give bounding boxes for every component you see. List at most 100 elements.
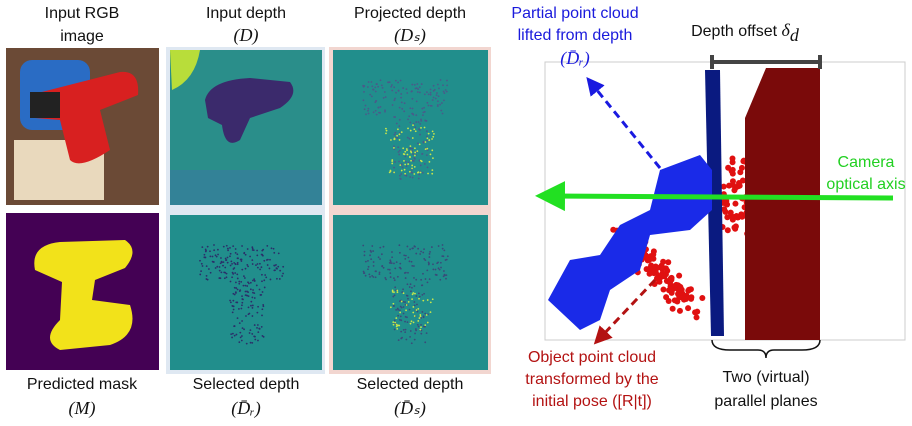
dot xyxy=(248,283,250,285)
dot xyxy=(420,333,422,335)
arrow xyxy=(592,84,660,168)
dot xyxy=(223,246,225,248)
dot xyxy=(371,245,373,247)
dot xyxy=(201,246,203,248)
dot xyxy=(241,340,243,342)
dot xyxy=(282,266,284,268)
dot xyxy=(375,276,377,278)
dot xyxy=(222,265,224,267)
dot xyxy=(234,272,236,274)
dot xyxy=(269,268,271,270)
dot xyxy=(655,276,661,282)
dot xyxy=(398,161,400,163)
dot xyxy=(405,272,407,274)
dot xyxy=(688,286,694,292)
dot xyxy=(404,173,406,175)
dot xyxy=(241,260,243,262)
dot xyxy=(424,127,426,129)
dot xyxy=(235,282,237,284)
dot xyxy=(394,137,396,139)
dot xyxy=(267,259,269,261)
dot xyxy=(411,342,413,344)
dot xyxy=(232,300,234,302)
dot xyxy=(426,135,428,137)
dot xyxy=(426,140,428,142)
dot xyxy=(407,128,409,130)
dot xyxy=(427,322,429,324)
label: Depth offset δd xyxy=(691,20,800,45)
dot xyxy=(431,169,433,171)
dot xyxy=(426,314,428,316)
dot xyxy=(425,141,427,143)
dot xyxy=(443,249,445,251)
dot xyxy=(261,308,263,310)
dot xyxy=(400,315,402,317)
dot xyxy=(416,304,418,306)
label: Camera xyxy=(838,154,895,171)
dot xyxy=(401,307,403,309)
dot xyxy=(420,326,422,328)
dot xyxy=(218,277,220,279)
dot xyxy=(410,148,412,150)
dot xyxy=(402,166,404,168)
dot xyxy=(412,293,414,295)
dot xyxy=(433,133,435,135)
dot xyxy=(437,261,439,263)
dot xyxy=(394,279,396,281)
dot xyxy=(364,108,366,110)
dot xyxy=(252,315,254,317)
dot xyxy=(237,263,239,265)
dot xyxy=(420,324,422,326)
caption: (Dₛ) xyxy=(394,25,426,46)
dot xyxy=(436,92,438,94)
dot xyxy=(409,156,411,158)
dot xyxy=(219,270,221,272)
dot xyxy=(263,260,265,262)
dot xyxy=(254,324,256,326)
dot xyxy=(392,296,394,298)
dot xyxy=(406,304,408,306)
dot xyxy=(365,275,367,277)
dot xyxy=(418,326,420,328)
dot xyxy=(399,164,401,166)
dot xyxy=(405,165,407,167)
dot xyxy=(439,104,441,106)
dot xyxy=(401,337,403,339)
dot xyxy=(273,265,275,267)
dot xyxy=(365,105,367,107)
dot xyxy=(423,248,425,250)
dot xyxy=(237,317,239,319)
dot xyxy=(257,340,259,342)
dot xyxy=(405,339,407,341)
dot xyxy=(247,248,249,250)
dot xyxy=(216,266,218,268)
dot xyxy=(408,301,410,303)
dot xyxy=(407,295,409,297)
dot xyxy=(410,290,412,292)
dot xyxy=(235,252,237,254)
dot xyxy=(233,325,235,327)
dot xyxy=(373,276,375,278)
dot xyxy=(403,292,405,294)
dot xyxy=(668,276,674,282)
dot xyxy=(368,113,370,115)
dot xyxy=(252,280,254,282)
dot xyxy=(401,101,403,103)
dot xyxy=(730,182,736,188)
dot xyxy=(250,288,252,290)
dot xyxy=(417,320,419,322)
label: Object point cloud xyxy=(528,349,656,366)
dot xyxy=(251,342,253,344)
dot xyxy=(389,171,391,173)
dot xyxy=(269,259,271,261)
label: Two (virtual) xyxy=(722,369,809,386)
dot xyxy=(386,130,388,132)
label: optical axis xyxy=(826,176,905,193)
dot xyxy=(241,320,243,322)
dot xyxy=(362,85,364,87)
dot xyxy=(257,267,259,269)
dot xyxy=(279,270,281,272)
dot xyxy=(369,254,371,256)
dot xyxy=(440,110,442,112)
dot xyxy=(277,266,279,268)
